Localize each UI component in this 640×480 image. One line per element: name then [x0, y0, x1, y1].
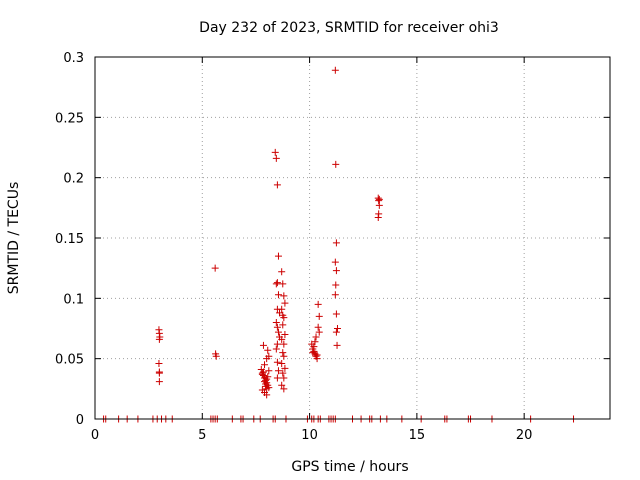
- y-tick-label: 0.25: [55, 111, 84, 126]
- data-point: [272, 280, 280, 288]
- data-point: [279, 369, 287, 377]
- data-point: [274, 367, 282, 375]
- data-point: [279, 349, 287, 357]
- data-point: [264, 346, 272, 354]
- data-point: [278, 305, 286, 313]
- data-point: [374, 213, 382, 221]
- data-point: [272, 345, 280, 353]
- data-point: [156, 333, 164, 341]
- data-point: [279, 311, 287, 319]
- data-point: [258, 370, 266, 378]
- data-point: [263, 355, 271, 363]
- x-axis-label: GPS time / hours: [291, 459, 408, 475]
- data-point: [280, 352, 288, 360]
- data-point: [278, 268, 286, 276]
- data-point: [274, 291, 282, 299]
- data-point: [281, 331, 289, 339]
- data-point: [155, 369, 163, 377]
- data-point: [273, 340, 281, 348]
- x-tick-label: 0: [91, 428, 99, 443]
- y-tick-label: 0.1: [63, 292, 84, 307]
- data-point: [333, 341, 341, 349]
- data-point: [309, 349, 317, 357]
- data-point: [310, 343, 318, 351]
- data-point: [331, 291, 339, 299]
- data-point: [280, 385, 288, 393]
- data-point: [155, 359, 163, 367]
- data-point: [272, 154, 280, 162]
- data-point: [312, 333, 320, 341]
- data-point: [279, 321, 287, 329]
- data-point: [314, 323, 322, 331]
- data-point: [333, 325, 341, 332]
- data-point: [273, 279, 281, 287]
- data-point: [274, 252, 282, 260]
- data-point: [263, 391, 271, 399]
- data-point: [274, 328, 282, 336]
- data-point: [315, 328, 323, 336]
- data-point: [311, 338, 319, 346]
- data-point: [314, 300, 322, 308]
- data-point: [279, 280, 287, 288]
- data-point: [273, 374, 281, 382]
- data-point: [278, 335, 286, 343]
- data-point: [261, 378, 269, 386]
- y-tick-label: 0.2: [63, 172, 84, 187]
- y-tick-label: 0.15: [55, 232, 84, 247]
- y-tick-label: 0.05: [55, 353, 84, 368]
- axis-ticks: 0 5 10 15 20 0 0.05 0.1 0.15 0.2 0.25 0.3: [55, 51, 610, 443]
- data-point: [280, 340, 288, 348]
- data-point: [280, 292, 288, 300]
- data-point: [273, 323, 281, 331]
- chart-title: Day 232 of 2023, SRMTID for receiver ohi…: [199, 20, 499, 36]
- x-tick-label: 5: [198, 428, 206, 443]
- plot-frame: [94, 56, 611, 420]
- data-point: [331, 66, 339, 74]
- data-point: [332, 160, 340, 168]
- data-point: [272, 318, 280, 326]
- y-tick-label: 0.3: [63, 51, 84, 66]
- data-point: [280, 374, 288, 382]
- data-point: [265, 367, 273, 375]
- data-point: [332, 239, 340, 247]
- data-point: [315, 312, 323, 320]
- data-point: [332, 281, 340, 289]
- data-point: [375, 197, 383, 205]
- data-point: [332, 328, 340, 336]
- data-point: [259, 341, 267, 349]
- data-point: [331, 258, 339, 266]
- data-point: [281, 299, 289, 307]
- data-point: [155, 378, 163, 386]
- data-point: [278, 359, 286, 367]
- data-point: [212, 352, 220, 360]
- y-tick-label: 0: [76, 413, 84, 428]
- data-point: [273, 358, 281, 366]
- grid: [95, 57, 610, 419]
- data-point: [271, 148, 279, 156]
- data-point: [375, 195, 383, 203]
- data-point: [261, 361, 269, 369]
- data-point: [278, 381, 286, 389]
- data-point: [211, 264, 219, 272]
- data-point: [332, 310, 340, 318]
- data-point: [273, 181, 281, 189]
- y-axis-label: SRMTID / TECUs: [6, 182, 22, 295]
- x-tick-label: 10: [301, 428, 318, 443]
- data-point: [263, 385, 271, 393]
- data-point: [313, 351, 321, 359]
- x-tick-label: 20: [516, 428, 533, 443]
- data-point: [375, 201, 383, 209]
- x-tick-label: 15: [409, 428, 426, 443]
- data-point: [332, 267, 340, 275]
- data-point: [281, 364, 289, 372]
